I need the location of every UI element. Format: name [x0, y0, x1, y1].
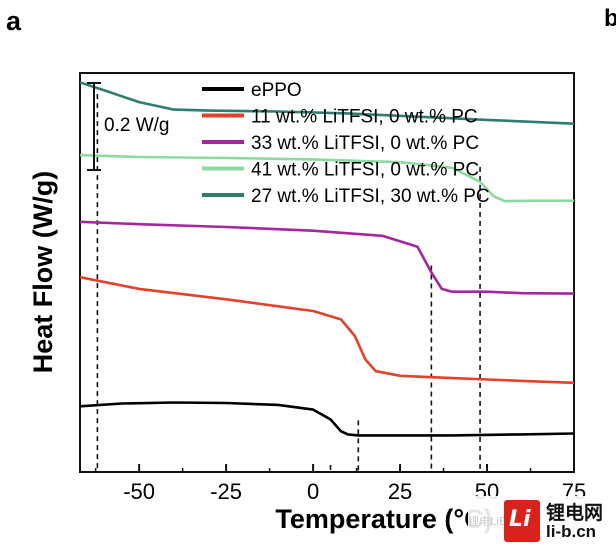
x-axis-title: Temperature (°C)	[275, 504, 492, 534]
watermark-small-text: 锂电LiB	[468, 515, 507, 528]
watermark-logo-text: Li	[509, 507, 531, 532]
series-line-33-wt-litfsi-0-wt-pc	[79, 220, 575, 295]
watermark-logo-icon: Li	[504, 500, 540, 542]
series-line-41-wt-litfsi-0-wt-pc	[79, 153, 574, 203]
legend-label-0: ePPO	[251, 80, 302, 101]
series-line-11-wt-litfsi-0-wt-pc	[79, 275, 575, 385]
plot-frame	[79, 72, 575, 473]
scale-bar-label: 0.2 W/g	[104, 115, 169, 136]
x-tick-label-3: 25	[388, 479, 412, 504]
y-axis-title: Heat Flow (W/g)	[28, 171, 58, 373]
legend-label-1: 11 wt.% LiTFSI, 0 wt.% PC	[251, 107, 478, 128]
watermark: 锂电LiB Li 锂电网 li-b.cn	[468, 496, 616, 549]
panel-label-a: a	[6, 6, 22, 36]
x-tick-label-1: -25	[210, 479, 242, 504]
series-line-27-wt-litfsi-30-wt-pc	[79, 81, 575, 125]
series-line-eppo	[79, 401, 575, 437]
series-curves	[79, 81, 575, 437]
scale-bar: 0.2 W/g	[87, 82, 169, 171]
legend-label-4: 27 wt.% LiTFSI, 30 wt.% PC	[251, 186, 490, 207]
watermark-cn-text: 锂电网	[546, 502, 604, 524]
x-axis-ticks	[94, 464, 575, 472]
legend-label-3: 41 wt.% LiTFSI, 0 wt.% PC	[251, 160, 479, 181]
x-tick-label-2: 0	[307, 479, 319, 504]
panel-label-b: b	[604, 5, 616, 32]
watermark-site: li-b.cn	[546, 522, 597, 541]
legend-label-2: 33 wt.% LiTFSI, 0 wt.% PC	[251, 133, 479, 154]
transition-markers	[96, 94, 481, 472]
x-tick-label-0: -50	[123, 479, 155, 504]
legend: ePPO 11 wt.% LiTFSI, 0 wt.% PC 33 wt.% LiT…	[202, 80, 490, 207]
